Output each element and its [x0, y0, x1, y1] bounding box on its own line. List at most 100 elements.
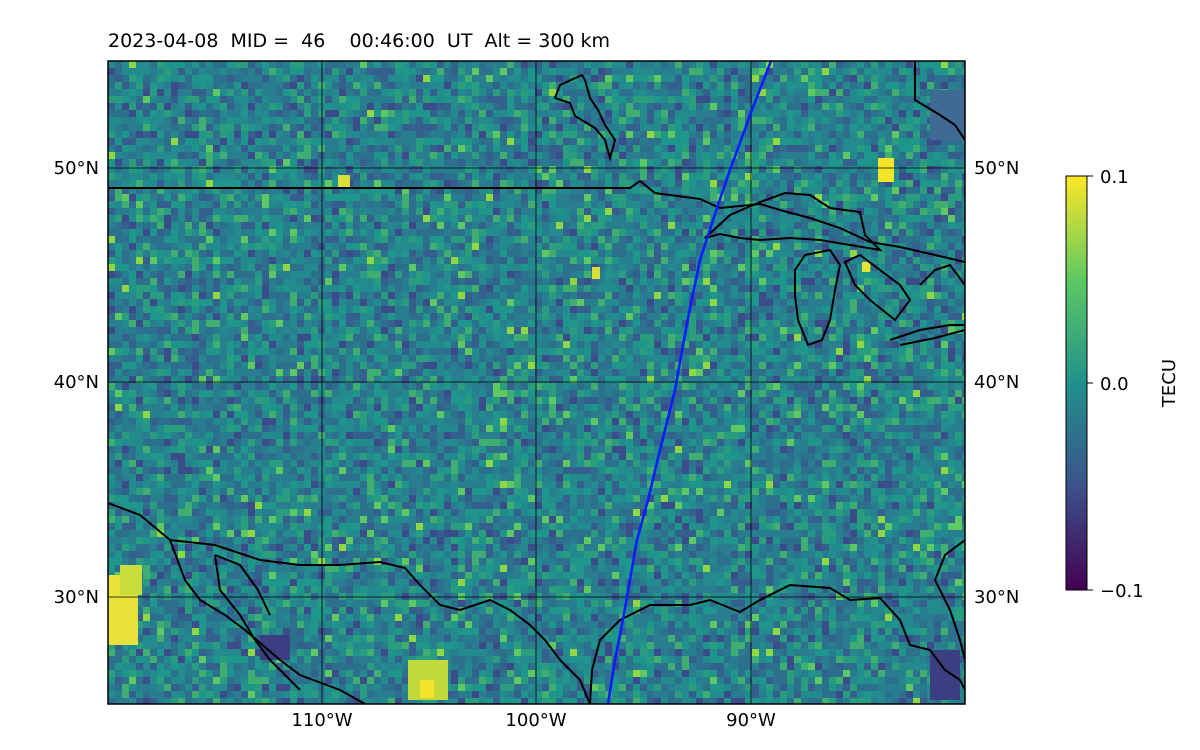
tec-cell	[766, 110, 773, 117]
tec-cell	[164, 194, 171, 201]
tec-cell	[577, 215, 584, 222]
tec-cell	[612, 278, 619, 285]
tec-cell	[787, 124, 794, 131]
tec-cell	[150, 208, 157, 215]
tec-cell	[675, 222, 682, 229]
tec-cell	[675, 257, 682, 264]
tec-cell	[598, 103, 605, 110]
tec-cell	[759, 173, 766, 180]
tec-cell	[360, 271, 367, 278]
tec-cell	[864, 166, 871, 173]
tec-cell	[836, 124, 843, 131]
tec-cell	[801, 243, 808, 250]
tec-cell	[122, 89, 129, 96]
tec-cell	[283, 68, 290, 75]
tec-cell	[276, 96, 283, 103]
tec-cell	[507, 250, 514, 257]
tec-cell	[913, 264, 920, 271]
tec-cell	[759, 180, 766, 187]
tec-cell	[437, 320, 444, 327]
tec-cell	[521, 103, 528, 110]
tec-cell	[241, 187, 248, 194]
tec-cell	[738, 257, 745, 264]
tec-cell	[318, 313, 325, 320]
tec-cell	[843, 89, 850, 96]
tec-cell	[871, 327, 878, 334]
tec-cell	[892, 292, 899, 299]
tec-cell	[773, 173, 780, 180]
tec-cell	[248, 299, 255, 306]
tec-cell	[262, 96, 269, 103]
tec-cell	[633, 222, 640, 229]
tec-cell	[416, 103, 423, 110]
tec-cell	[332, 257, 339, 264]
tec-cell	[528, 117, 535, 124]
tec-cell	[395, 131, 402, 138]
tec-cell	[430, 341, 437, 348]
tec-cell	[626, 341, 633, 348]
tec-cell	[661, 222, 668, 229]
tec-cell	[311, 138, 318, 145]
tec-cell	[465, 257, 472, 264]
tec-cell	[696, 236, 703, 243]
tec-cell	[759, 194, 766, 201]
tec-cell	[871, 96, 878, 103]
tec-cell	[465, 271, 472, 278]
tec-cell	[626, 285, 633, 292]
tec-cell	[472, 131, 479, 138]
tec-cell	[668, 306, 675, 313]
tec-cell	[612, 61, 619, 68]
tec-cell	[255, 208, 262, 215]
tec-cell	[864, 124, 871, 131]
tec-cell	[619, 236, 626, 243]
tec-cell	[143, 299, 150, 306]
tec-cell	[290, 75, 297, 82]
tec-cell	[402, 229, 409, 236]
tec-cell	[493, 208, 500, 215]
tec-cell	[591, 75, 598, 82]
tec-cell	[472, 61, 479, 68]
tec-cell	[276, 117, 283, 124]
tec-cell	[304, 222, 311, 229]
tec-cell	[633, 187, 640, 194]
tec-cell	[885, 194, 892, 201]
tec-cell	[682, 124, 689, 131]
tec-cell	[948, 299, 955, 306]
tec-cell	[647, 166, 654, 173]
tec-cell	[514, 103, 521, 110]
tec-cell	[633, 75, 640, 82]
tec-cell	[654, 131, 661, 138]
tec-cell	[458, 103, 465, 110]
tec-cell	[927, 166, 934, 173]
tec-cell	[591, 215, 598, 222]
tec-cell	[570, 138, 577, 145]
tec-cell	[696, 75, 703, 82]
tec-cell	[556, 124, 563, 131]
tec-cell	[962, 243, 965, 250]
tec-cell	[556, 271, 563, 278]
tec-cell	[724, 138, 731, 145]
tec-cell	[311, 103, 318, 110]
tec-cell	[283, 264, 290, 271]
tec-cell	[381, 306, 388, 313]
tec-cell	[332, 159, 339, 166]
tec-cell	[472, 292, 479, 299]
tec-cell	[724, 236, 731, 243]
tec-cell	[563, 271, 570, 278]
tec-cell	[136, 117, 143, 124]
tec-cell	[374, 208, 381, 215]
tec-cell	[164, 306, 171, 313]
tec-cell	[822, 131, 829, 138]
tec-cell	[535, 236, 542, 243]
tec-cell	[724, 61, 731, 68]
tec-cell	[486, 243, 493, 250]
tec-cell	[472, 159, 479, 166]
tec-cell	[927, 138, 934, 145]
tec-cell	[493, 61, 500, 68]
tec-cell	[486, 201, 493, 208]
tec-cell	[185, 334, 192, 341]
tec-cell	[157, 68, 164, 75]
tec-cell	[297, 131, 304, 138]
tec-cell	[500, 201, 507, 208]
tec-cell	[717, 236, 724, 243]
